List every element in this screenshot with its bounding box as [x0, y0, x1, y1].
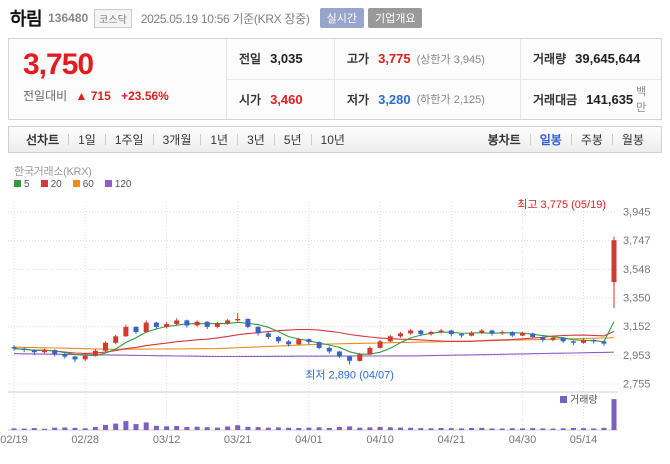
- period-3month-button[interactable]: 3개월: [162, 133, 192, 147]
- svg-text:04/30: 04/30: [509, 434, 537, 446]
- change-label: 전일대비: [23, 89, 68, 103]
- annotation-high: 최고 3,775 (05/19): [517, 198, 606, 211]
- divider: [570, 134, 572, 145]
- volume-value: 39,645,644: [575, 51, 641, 67]
- chart-grid: [8, 202, 618, 431]
- divider: [237, 134, 239, 145]
- upper-limit-note: (상한가 3,945): [416, 53, 485, 66]
- chart-toolbar: 선차트 1일 1주일 3개월 1년 3년 5년 10년 봉차트 일봉 주봉 월봉: [8, 126, 662, 153]
- svg-text:03/12: 03/12: [153, 434, 181, 446]
- line-chart-group: 선차트 1일 1주일 3개월 1년 3년 5년 10년: [17, 131, 354, 148]
- exchange-watermark: 한국거래소(KRX): [14, 166, 92, 178]
- svg-text:02/28: 02/28: [71, 434, 99, 446]
- high-cell: 고가 3,775 (상한가 3,945): [335, 39, 521, 79]
- current-price: 3,750: [23, 48, 94, 81]
- candles: [11, 236, 617, 365]
- price-change: 전일대비 ▲ 715 +23.56%: [23, 87, 212, 104]
- low-label: 저가: [347, 92, 370, 107]
- svg-text:3,350: 3,350: [623, 293, 651, 305]
- svg-text:03/21: 03/21: [224, 434, 252, 446]
- svg-text:04/21: 04/21: [438, 434, 466, 446]
- trade-amount-label: 거래대금: [533, 92, 578, 107]
- lower-limit-note: (하한가 2,125): [416, 94, 485, 107]
- volume-legend: 거래량: [560, 391, 598, 406]
- candle-chart-button[interactable]: 봉차트: [487, 133, 521, 147]
- divider: [529, 134, 531, 145]
- price-summary-box: 3,750 전일대비 ▲ 715 +23.56% 전일 3,035 고가 3,7…: [8, 38, 662, 120]
- ma-lines: [13, 321, 615, 358]
- volume-bars: [11, 399, 617, 430]
- svg-text:3,152: 3,152: [623, 321, 651, 333]
- divider: [200, 134, 202, 145]
- volume-cell: 거래량 39,645,644: [521, 39, 661, 79]
- current-price-panel: 3,750 전일대비 ▲ 715 +23.56%: [9, 39, 227, 119]
- svg-text:3,548: 3,548: [623, 264, 651, 276]
- candlestick-chart[interactable]: 한국거래소(KRX) 5 20 60 120 거래량 3,945 3,747 3,548 3…: [0, 158, 670, 459]
- prev-close-cell: 전일 3,035: [227, 39, 335, 79]
- line-chart-button[interactable]: 선차트: [26, 133, 60, 147]
- low-value: 3,280: [378, 91, 411, 107]
- quote-timestamp: 2025.05.19 10:56 기준(KRX 장중): [140, 11, 310, 26]
- period-5year-button[interactable]: 5년: [283, 133, 302, 147]
- annotation-low: 최저 2,890 (04/07): [305, 369, 394, 382]
- realtime-badge[interactable]: 실시간: [319, 8, 364, 28]
- ma-legend: 5 20 60 120: [14, 179, 132, 190]
- trade-amount-cell: 거래대금 141,635 백만: [521, 80, 661, 120]
- ma-legend-item: 120: [104, 179, 132, 190]
- period-1year-button[interactable]: 1년: [210, 133, 229, 147]
- ma-legend-item: 5: [14, 179, 30, 190]
- divider: [104, 134, 106, 145]
- prev-close-value: 3,035: [270, 51, 303, 67]
- header: 하림 136480 코스닥 2025.05.19 10:56 기준(KRX 장중…: [0, 0, 670, 36]
- svg-text:02/19: 02/19: [0, 434, 28, 446]
- ma-legend-item: 20: [40, 179, 62, 190]
- divider: [611, 134, 613, 145]
- date-axis-labels: 02/19 02/28 03/12 03/21 04/01 04/10 04/21 04/30…: [0, 434, 597, 446]
- up-arrow-icon: ▲: [75, 89, 88, 103]
- volume-label: 거래량: [533, 52, 567, 67]
- svg-text:2,953: 2,953: [623, 350, 651, 362]
- period-3year-button[interactable]: 3년: [247, 133, 265, 147]
- period-10year-button[interactable]: 10년: [320, 133, 345, 147]
- candle-chart-group: 봉차트 일봉 주봉 월봉: [479, 131, 653, 148]
- svg-text:3,945: 3,945: [623, 207, 651, 219]
- prev-close-label: 전일: [239, 52, 262, 67]
- divider: [152, 134, 154, 145]
- change-percent: +23.56%: [121, 89, 169, 103]
- quote-row-1: 전일 3,035 고가 3,775 (상한가 3,945) 거래량 39,645…: [227, 39, 661, 79]
- monthly-candle-button[interactable]: 월봉: [621, 133, 644, 147]
- stock-name: 하림: [10, 9, 43, 29]
- divider: [68, 134, 70, 145]
- quote-row-2: 시가 3,460 저가 3,280 (하한가 2,125) 거래대금 141,6…: [227, 78, 661, 120]
- svg-text:2,755: 2,755: [623, 379, 651, 391]
- company-overview-button[interactable]: 기업개요: [367, 8, 423, 28]
- high-value: 3,775: [378, 51, 411, 67]
- ma-legend-item: 60: [72, 179, 94, 190]
- open-value: 3,460: [270, 91, 303, 107]
- change-value: 715: [90, 89, 111, 103]
- svg-text:04/01: 04/01: [295, 434, 323, 446]
- trade-amount-unit: 백만: [636, 86, 647, 115]
- high-label: 고가: [347, 52, 370, 67]
- market-badge: 코스닥: [94, 8, 132, 28]
- open-cell: 시가 3,460: [227, 79, 335, 119]
- svg-text:04/10: 04/10: [366, 434, 394, 446]
- trade-amount-value: 141,635: [586, 91, 634, 107]
- stock-code: 136480: [48, 11, 89, 25]
- svg-text:05/14: 05/14: [570, 434, 598, 446]
- low-cell: 저가 3,280 (하한가 2,125): [335, 79, 521, 119]
- chart-canvas[interactable]: 3,945 3,747 3,548 3,350 3,152 2,953 2,755 02/19…: [0, 158, 670, 459]
- price-axis-labels: 3,945 3,747 3,548 3,350 3,152 2,953 2,755: [623, 207, 651, 391]
- period-1week-button[interactable]: 1주일: [114, 133, 144, 147]
- period-1day-button[interactable]: 1일: [78, 133, 96, 147]
- divider: [310, 134, 312, 145]
- open-label: 시가: [239, 92, 262, 107]
- svg-text:3,747: 3,747: [623, 235, 651, 247]
- divider: [273, 134, 275, 145]
- quote-table: 전일 3,035 고가 3,775 (상한가 3,945) 거래량 39,645…: [227, 39, 661, 119]
- daily-candle-button[interactable]: 일봉: [539, 133, 562, 147]
- weekly-candle-button[interactable]: 주봉: [580, 133, 603, 147]
